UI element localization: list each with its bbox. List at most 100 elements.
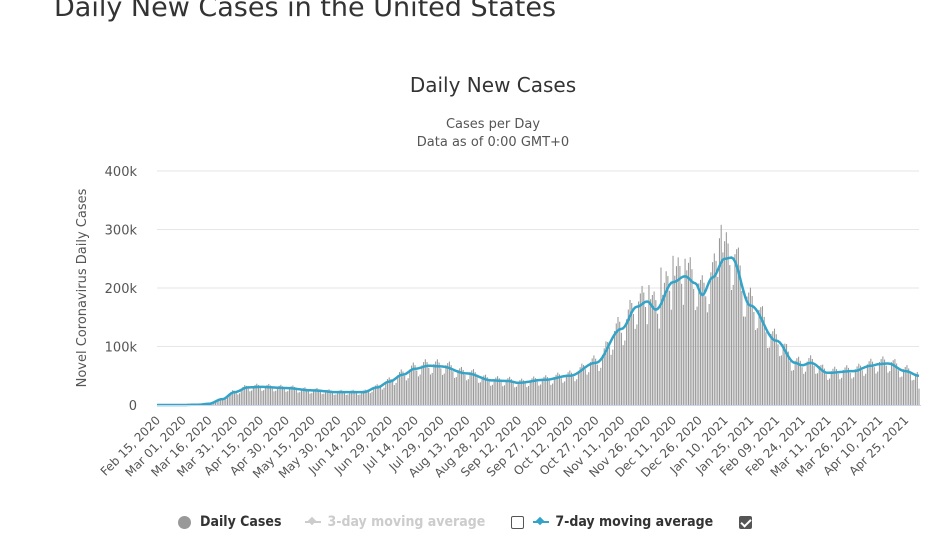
bar	[596, 364, 598, 405]
bar	[835, 369, 837, 405]
bar	[486, 377, 488, 405]
bar	[257, 385, 260, 405]
bar	[660, 267, 662, 405]
bar	[643, 292, 645, 405]
bar	[909, 374, 911, 405]
bar	[466, 380, 468, 405]
bar	[268, 383, 270, 405]
3-day-average-checkbox[interactable]	[511, 515, 525, 529]
bar	[378, 385, 380, 405]
bar	[233, 390, 235, 405]
bar	[601, 354, 604, 405]
bar	[254, 384, 256, 405]
bar	[768, 347, 770, 405]
bar	[333, 394, 335, 405]
7-day-average-checkbox[interactable]	[739, 515, 753, 529]
bar	[266, 384, 268, 405]
bar	[564, 381, 566, 405]
bar	[689, 257, 691, 405]
bar	[593, 355, 595, 405]
bar	[662, 294, 664, 405]
bar	[897, 370, 899, 405]
bar	[521, 378, 523, 405]
bar	[354, 390, 356, 405]
bar	[240, 389, 242, 405]
legend-label: 7-day moving average	[555, 514, 714, 530]
bar	[512, 383, 514, 405]
legend-item-7-day-average[interactable]: 7-day moving average	[533, 514, 713, 530]
bar	[620, 332, 622, 405]
bar	[411, 365, 413, 405]
bar	[829, 378, 831, 405]
bar	[347, 394, 349, 405]
bar	[753, 311, 755, 405]
bar	[792, 370, 794, 405]
bar	[294, 386, 296, 405]
bar	[655, 300, 657, 405]
bar	[488, 381, 490, 405]
bar	[703, 282, 705, 405]
bar	[574, 381, 576, 405]
bar	[306, 388, 308, 405]
bar	[368, 391, 370, 405]
bar	[880, 359, 882, 405]
legend-item-3-day-average[interactable]: 3-day moving average	[305, 514, 485, 530]
legend-item-daily-cases[interactable]: Daily Cases	[178, 514, 281, 530]
bar	[567, 372, 569, 405]
bar	[644, 306, 647, 405]
bar	[445, 365, 447, 405]
bar	[916, 372, 918, 405]
bar	[600, 367, 602, 405]
bar	[693, 288, 695, 405]
bar	[515, 386, 518, 405]
bar	[617, 316, 619, 405]
bar	[429, 374, 432, 405]
bar	[558, 374, 561, 405]
bar	[646, 324, 648, 405]
bar	[896, 363, 898, 405]
bar	[641, 285, 643, 405]
chart-subtitle: Cases per Day	[446, 117, 540, 132]
bar	[670, 309, 672, 405]
bar	[426, 362, 428, 405]
bar	[540, 384, 542, 405]
bar	[761, 306, 764, 405]
bar	[665, 271, 667, 405]
bar	[624, 340, 626, 405]
bar	[808, 358, 810, 405]
bar	[870, 358, 872, 405]
bar	[865, 373, 867, 405]
bar	[225, 399, 227, 405]
bar	[669, 290, 671, 405]
bar	[467, 379, 469, 405]
bar	[435, 361, 437, 405]
bar	[355, 392, 358, 405]
legend-label: Daily Cases	[200, 514, 282, 530]
bar	[323, 393, 325, 405]
bar	[251, 390, 253, 405]
bar	[639, 293, 641, 405]
bar	[371, 391, 373, 405]
bar	[818, 365, 820, 405]
bar	[276, 386, 278, 405]
bar	[799, 360, 801, 405]
bar	[581, 363, 583, 405]
bar	[846, 365, 848, 405]
circle-marker-icon	[178, 515, 191, 529]
bar	[252, 386, 254, 405]
bar	[798, 356, 800, 405]
bar	[579, 367, 581, 405]
bar	[796, 358, 798, 405]
bar	[478, 382, 480, 405]
bar	[687, 262, 690, 405]
bar	[454, 377, 456, 405]
bar	[887, 372, 889, 405]
bar	[614, 331, 616, 405]
bar	[337, 391, 339, 405]
bar	[495, 377, 497, 405]
chart-title: Daily New Cases	[410, 73, 576, 97]
bar	[777, 344, 779, 405]
bar	[533, 376, 535, 405]
bar	[416, 370, 418, 405]
bar	[338, 390, 340, 405]
